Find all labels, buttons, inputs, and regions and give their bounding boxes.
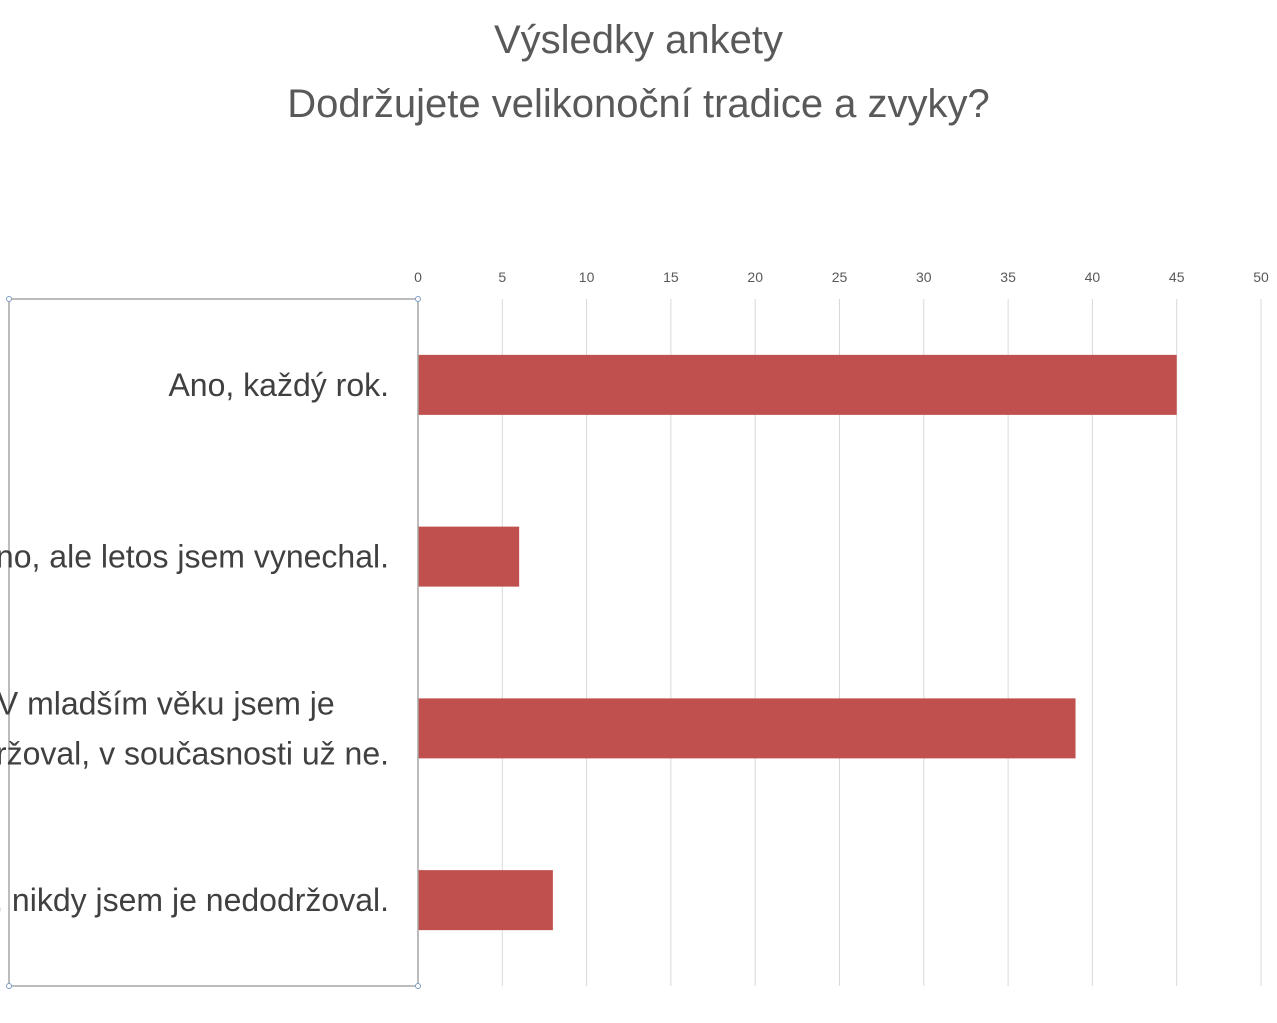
bar <box>418 698 1076 759</box>
selection-handle <box>6 983 12 989</box>
bar <box>418 526 520 587</box>
x-tick-label: 50 <box>1253 269 1269 285</box>
chart-subtitle: Dodržujete velikonoční tradice a zvyky? <box>287 82 990 126</box>
x-tick-label: 20 <box>747 269 763 285</box>
x-tick-label: 10 <box>579 269 595 285</box>
category-label: V mladším věku jsem je dodržoval, v souča… <box>0 685 389 771</box>
selection-handle <box>415 296 421 302</box>
x-tick-label: 25 <box>832 269 848 285</box>
x-tick-label: 35 <box>1000 269 1016 285</box>
x-tick-label: 40 <box>1085 269 1101 285</box>
category-label-frame <box>8 298 419 987</box>
category-label-box <box>6 296 421 989</box>
category-label-line: dodržoval, v současnosti už ne. <box>0 735 389 771</box>
category-label-line: V mladším věku jsem je <box>0 685 335 721</box>
x-tick-label: 5 <box>498 269 506 285</box>
bar <box>418 870 553 931</box>
x-tick-label: 30 <box>916 269 932 285</box>
x-tick-label: 45 <box>1169 269 1185 285</box>
x-tick-label: 15 <box>663 269 679 285</box>
category-label: Ne, nikdy jsem je nedodržoval. <box>0 882 389 918</box>
x-axis-tick-labels: 0 5 10 15 20 25 30 35 40 45 50 <box>414 269 1269 285</box>
category-labels: Ano, každý rok. Ano, ale letos jsem vynec… <box>0 367 389 918</box>
selection-handle <box>6 296 12 302</box>
category-label-line: Ano, ale letos jsem vynechal. <box>0 539 389 575</box>
bars <box>418 354 1177 931</box>
bar <box>418 354 1177 415</box>
category-label: Ano, každý rok. <box>168 367 389 403</box>
selection-handle <box>415 983 421 989</box>
category-label-line: Ano, každý rok. <box>168 367 389 403</box>
category-label-line: Ne, nikdy jsem je nedodržoval. <box>0 882 389 918</box>
x-tick-label: 0 <box>414 269 422 285</box>
chart-title: Výsledky ankety <box>493 18 784 62</box>
category-label: Ano, ale letos jsem vynechal. <box>0 539 389 575</box>
